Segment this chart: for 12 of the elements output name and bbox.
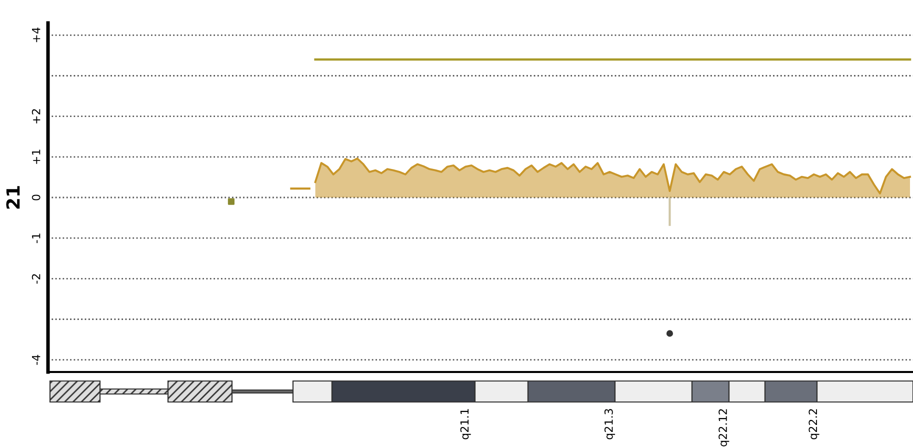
y-tick-label: -2 <box>32 274 40 284</box>
y-tick-label: +4 <box>32 28 40 42</box>
x-tick-label: q22.12 <box>718 409 730 446</box>
y-tick-label: 0 <box>32 194 40 200</box>
y-tick-label: +2 <box>32 109 40 124</box>
y-tick-label: -1 <box>32 234 40 244</box>
x-tick-label: q21.1 <box>460 409 471 440</box>
y-axis-title: 21 <box>6 186 20 209</box>
y-tick-label: +1 <box>32 150 40 164</box>
x-tick-label: q22.2 <box>808 409 820 440</box>
y-tick-label: -4 <box>32 354 40 365</box>
x-tick-label: q21.3 <box>604 409 616 440</box>
